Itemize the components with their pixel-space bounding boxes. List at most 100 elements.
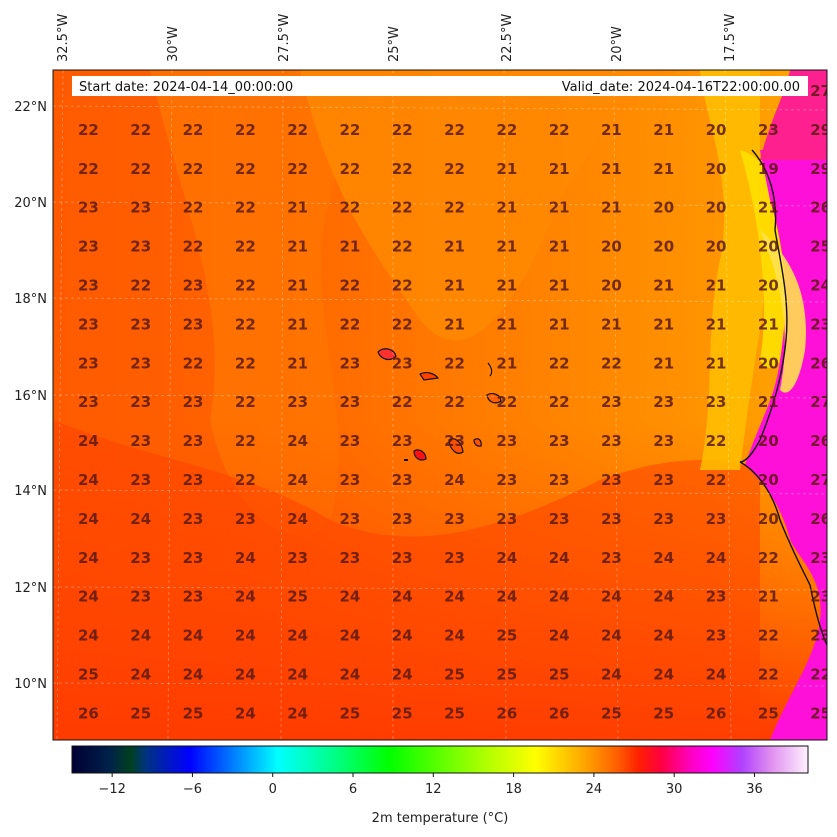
grid-value: 26 xyxy=(496,704,517,722)
grid-value: 20 xyxy=(601,238,622,256)
grid-value: 24 xyxy=(392,627,413,645)
grid-value: 24 xyxy=(235,588,256,606)
grid-value: 23 xyxy=(549,432,570,450)
grid-value: 21 xyxy=(653,315,674,333)
grid-value: 22 xyxy=(706,471,727,489)
grid-value: 23 xyxy=(810,549,831,567)
lon-label: 32.5°W xyxy=(56,14,71,62)
lat-label: 12°N xyxy=(14,581,47,596)
grid-value: 24 xyxy=(235,627,256,645)
date-banner xyxy=(72,76,808,96)
grid-value: 22 xyxy=(810,666,831,684)
grid-value: 21 xyxy=(496,277,517,295)
grid-value: 20 xyxy=(706,238,727,256)
grid-value: 23 xyxy=(183,315,204,333)
grid-value: 23 xyxy=(810,627,831,645)
grid-value: 25 xyxy=(130,704,151,722)
grid-value: 22 xyxy=(444,121,465,139)
grid-value: 22 xyxy=(287,160,308,178)
grid-value: 24 xyxy=(287,704,308,722)
grid-value: 23 xyxy=(130,471,151,489)
grid-value: 23 xyxy=(78,315,99,333)
colorbar-tick-label: 24 xyxy=(586,782,603,797)
grid-value: 25 xyxy=(444,704,465,722)
grid-value: 26 xyxy=(549,704,570,722)
grid-value: 21 xyxy=(444,315,465,333)
grid-value: 23 xyxy=(340,549,361,567)
grid-value: 25 xyxy=(549,666,570,684)
grid-value: 23 xyxy=(653,471,674,489)
grid-value: 22 xyxy=(183,160,204,178)
grid-value: 23 xyxy=(130,354,151,372)
grid-value: 26 xyxy=(810,510,831,528)
grid-value: 21 xyxy=(653,354,674,372)
grid-value: 26 xyxy=(78,704,99,722)
lon-label: 17.5°W xyxy=(723,14,738,62)
grid-value: 23 xyxy=(496,471,517,489)
grid-value: 25 xyxy=(810,238,831,256)
grid-value: 23 xyxy=(183,432,204,450)
grid-value: 23 xyxy=(183,393,204,411)
grid-value: 21 xyxy=(601,160,622,178)
grid-value: 21 xyxy=(340,238,361,256)
grid-value: 22 xyxy=(392,160,413,178)
grid-value: 23 xyxy=(78,393,99,411)
grid-value: 21 xyxy=(496,199,517,217)
grid-value: 23 xyxy=(706,393,727,411)
grid-value: 21 xyxy=(601,315,622,333)
grid-value: 24 xyxy=(235,549,256,567)
grid-value: 23 xyxy=(392,354,413,372)
grid-value: 25 xyxy=(392,704,413,722)
grid-value: 25 xyxy=(183,704,204,722)
lat-label: 18°N xyxy=(14,292,47,307)
grid-value: 23 xyxy=(78,238,99,256)
grid-value: 24 xyxy=(78,627,99,645)
grid-value: 22 xyxy=(235,471,256,489)
grid-value: 23 xyxy=(549,510,570,528)
grid-value: 24 xyxy=(653,549,674,567)
grid-value: 22 xyxy=(235,354,256,372)
grid-value: 22 xyxy=(758,666,779,684)
grid-value: 21 xyxy=(653,121,674,139)
grid-value: 21 xyxy=(496,160,517,178)
grid-value: 24 xyxy=(392,666,413,684)
lat-label: 20°N xyxy=(14,196,47,211)
grid-value: 21 xyxy=(444,238,465,256)
grid-value: 27 xyxy=(810,82,831,100)
grid-value: 24 xyxy=(444,588,465,606)
grid-value: 23 xyxy=(183,549,204,567)
grid-value: 22 xyxy=(549,393,570,411)
grid-value: 22 xyxy=(392,199,413,217)
grid-value: 24 xyxy=(810,277,831,295)
grid-value: 25 xyxy=(496,627,517,645)
grid-value: 24 xyxy=(340,588,361,606)
colorbar-tick-label: 30 xyxy=(666,782,683,797)
grid-value: 21 xyxy=(601,121,622,139)
colorbar-label: 2m temperature (°C) xyxy=(372,811,509,826)
grid-value: 24 xyxy=(601,627,622,645)
lat-label: 22°N xyxy=(14,100,47,115)
grid-value: 25 xyxy=(810,704,831,722)
grid-value: 22 xyxy=(287,121,308,139)
grid-value: 25 xyxy=(287,588,308,606)
grid-value: 21 xyxy=(706,354,727,372)
grid-value: 21 xyxy=(653,160,674,178)
grid-value: 23 xyxy=(653,393,674,411)
grid-value: 21 xyxy=(706,277,727,295)
grid-value: 23 xyxy=(78,277,99,295)
grid-value: 22 xyxy=(183,121,204,139)
grid-value: 27 xyxy=(810,393,831,411)
grid-value: 21 xyxy=(287,315,308,333)
grid-value: 24 xyxy=(130,510,151,528)
grid-value: 23 xyxy=(392,471,413,489)
grid-value: 20 xyxy=(758,354,779,372)
grid-value: 25 xyxy=(496,666,517,684)
grid-value: 24 xyxy=(287,432,308,450)
grid-value: 22 xyxy=(340,315,361,333)
colorbar-tick-label: −6 xyxy=(183,782,202,797)
grid-value: 23 xyxy=(235,510,256,528)
grid-value: 21 xyxy=(706,315,727,333)
grid-value: 22 xyxy=(130,277,151,295)
grid-value: 24 xyxy=(130,666,151,684)
grid-value: 24 xyxy=(340,627,361,645)
